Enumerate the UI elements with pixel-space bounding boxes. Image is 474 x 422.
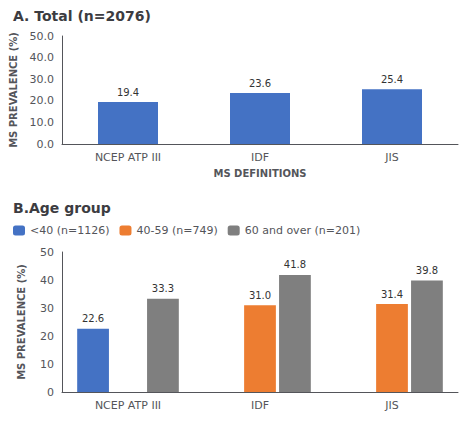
svg-text:19.4: 19.4 bbox=[117, 87, 139, 98]
svg-text:IDF: IDF bbox=[251, 151, 269, 164]
svg-text:NCEP ATP III: NCEP ATP III bbox=[95, 399, 161, 412]
svg-text:50.0: 50.0 bbox=[30, 30, 55, 43]
svg-text:IDF: IDF bbox=[251, 399, 269, 412]
svg-text:39.8: 39.8 bbox=[416, 265, 438, 276]
svg-text:JIS: JIS bbox=[384, 399, 398, 412]
svg-text:30: 30 bbox=[40, 302, 54, 315]
svg-text:22.6: 22.6 bbox=[82, 313, 104, 324]
svg-text:10: 10 bbox=[40, 358, 54, 371]
svg-text:40.0: 40.0 bbox=[30, 51, 55, 64]
svg-text:60 and over (n=201): 60 and over (n=201) bbox=[245, 224, 360, 237]
svg-text:B.Age group: B.Age group bbox=[13, 200, 111, 216]
svg-text:NCEP ATP III: NCEP ATP III bbox=[95, 151, 161, 164]
svg-text:20: 20 bbox=[40, 330, 54, 343]
svg-text:25.4: 25.4 bbox=[381, 74, 403, 85]
svg-text:MS PREVALENCE (%): MS PREVALENCE (%) bbox=[16, 264, 27, 380]
svg-text:20.0: 20.0 bbox=[30, 94, 55, 107]
svg-text:50: 50 bbox=[40, 246, 54, 259]
svg-text:A. Total (n=2076): A. Total (n=2076) bbox=[13, 8, 151, 24]
svg-text:30.0: 30.0 bbox=[30, 73, 55, 86]
svg-text:23.6: 23.6 bbox=[249, 78, 271, 89]
svg-text:MS DEFINITIONS: MS DEFINITIONS bbox=[213, 168, 306, 179]
svg-text:41.8: 41.8 bbox=[284, 259, 306, 270]
svg-text:<40 (n=1126): <40 (n=1126) bbox=[30, 224, 109, 237]
svg-text:JIS: JIS bbox=[384, 151, 398, 164]
svg-text:31.4: 31.4 bbox=[381, 289, 403, 300]
svg-text:31.0: 31.0 bbox=[249, 290, 271, 301]
svg-text:40: 40 bbox=[40, 274, 54, 287]
svg-text:10.0: 10.0 bbox=[30, 116, 55, 129]
svg-text:0.0: 0.0 bbox=[37, 138, 55, 151]
svg-text:MS PREVALENCE (%): MS PREVALENCE (%) bbox=[8, 32, 19, 148]
svg-text:33.3: 33.3 bbox=[152, 283, 174, 294]
svg-text:0: 0 bbox=[47, 386, 54, 399]
svg-text:40-59 (n=749): 40-59 (n=749) bbox=[136, 224, 217, 237]
